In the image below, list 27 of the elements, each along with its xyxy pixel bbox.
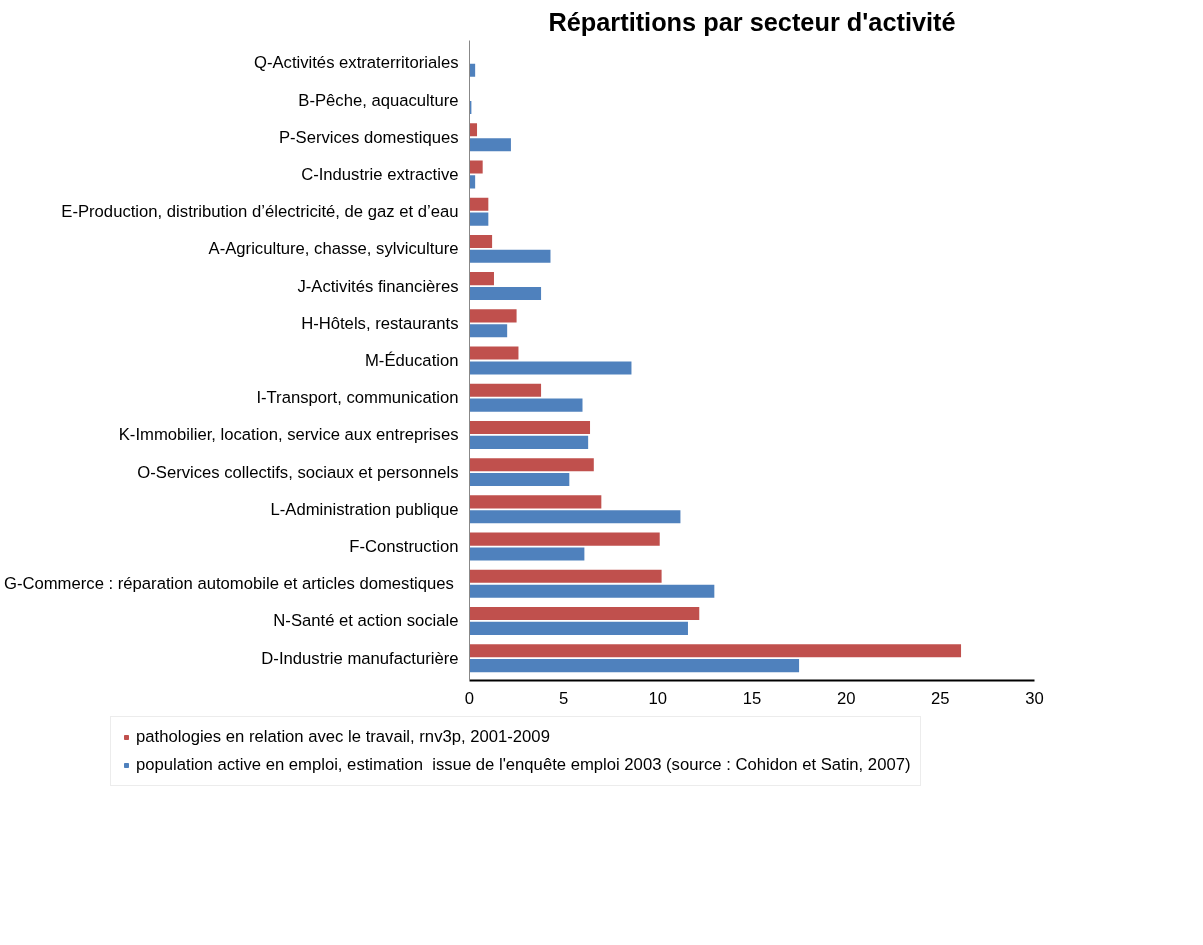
y-tick-label: P-Services domestiques bbox=[278, 127, 459, 147]
y-tick-label: L-Administration publique bbox=[270, 499, 459, 519]
y-tick-label: A-Agriculture, chasse, sylviculture bbox=[208, 239, 459, 259]
y-tick-label: Q-Activités extraterritoriales bbox=[253, 53, 459, 73]
y-tick-label: O-Services collectifs, sociaux et personnels bbox=[137, 462, 459, 482]
x-tick-label: 0 bbox=[464, 688, 475, 708]
legend-label: population active en emploi, estimation issue de l'enquête emploi 2003 (source : Cohidon et Satin, 2007) bbox=[136, 755, 911, 775]
x-tick-label: 20 bbox=[836, 688, 856, 708]
x-tick-label: 15 bbox=[742, 688, 762, 708]
y-tick-label: J-Activités financières bbox=[297, 276, 459, 296]
y-tick-label: H-Hôtels, restaurants bbox=[301, 313, 459, 333]
x-tick-label: 10 bbox=[648, 688, 668, 708]
y-tick-label: F-Construction bbox=[349, 537, 459, 557]
x-tick-label: 25 bbox=[931, 688, 950, 708]
y-tick-label: D-Industrie manufacturière bbox=[261, 648, 459, 668]
x-tick-label: 30 bbox=[1025, 688, 1044, 708]
y-tick-label: N-Santé et action sociale bbox=[273, 611, 459, 631]
y-tick-label: B-Pêche, aquaculture bbox=[298, 90, 459, 110]
legend-label: pathologies en relation avec le travail, rnv3p, 2001-2009 bbox=[136, 727, 550, 747]
x-tick-label: 5 bbox=[559, 688, 569, 708]
y-tick-label: I-Transport, communication bbox=[256, 388, 459, 408]
y-tick-label: C-Industrie extractive bbox=[301, 164, 459, 184]
y-tick-label: G-Commerce : réparation automobile et articles domestiques bbox=[3, 574, 454, 594]
y-tick-label: K-Immobilier, location, service aux entreprises bbox=[118, 425, 459, 445]
chart-title: Répartitions par secteur d'activité bbox=[548, 7, 956, 36]
y-tick-label: M-Éducation bbox=[365, 351, 459, 370]
y-tick-label: E-Production, distribution d’électricité, de gaz et d’eau bbox=[61, 202, 459, 222]
